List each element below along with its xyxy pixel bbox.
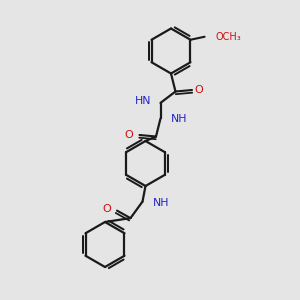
- Text: O: O: [194, 85, 203, 95]
- Text: O: O: [124, 130, 133, 140]
- Text: O: O: [102, 204, 111, 214]
- Text: HN: HN: [135, 96, 152, 106]
- Text: OCH₃: OCH₃: [215, 32, 241, 42]
- Text: NH: NH: [153, 198, 169, 208]
- Text: NH: NH: [171, 114, 188, 124]
